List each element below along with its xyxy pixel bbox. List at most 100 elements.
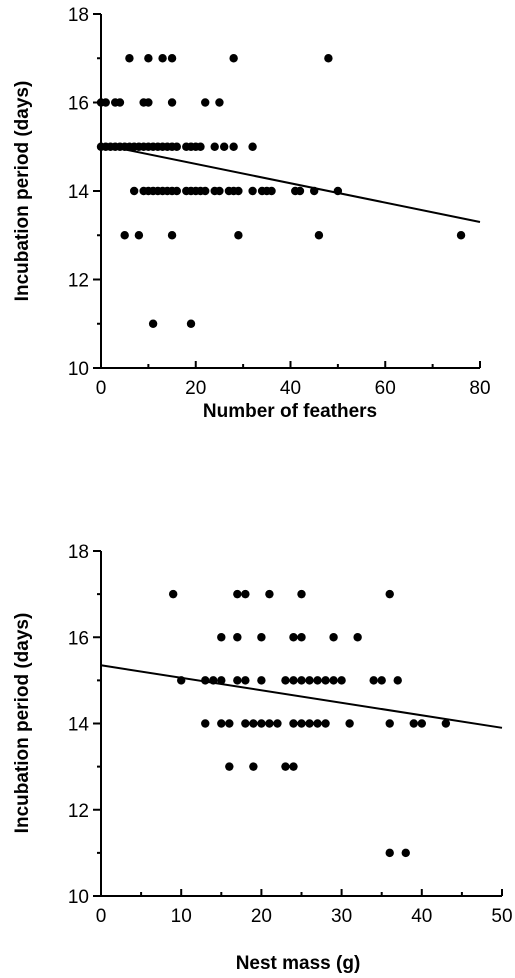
chart-nest-mass-data-point — [233, 633, 242, 642]
chart-feathers-ytick-label: 12 — [68, 271, 89, 292]
chart-feathers-data-point — [309, 186, 319, 196]
chart-nest-mass-data-point — [377, 676, 386, 685]
chart-nest-mass-data-point — [329, 633, 338, 642]
chart-feathers-trendline — [100, 143, 481, 223]
chart-feathers-xtick-label: 60 — [375, 378, 396, 399]
chart-feathers-data-point — [267, 186, 276, 196]
chart-nest-mass-data-point — [273, 719, 282, 728]
chart-feathers-data-point — [167, 54, 177, 63]
chart-feathers-data-point — [167, 231, 177, 240]
chart-feathers-data-point — [115, 98, 125, 107]
chart-nest-mass-ytick-label: 10 — [68, 887, 89, 908]
chart-feathers-data-point — [172, 186, 181, 196]
chart-nest-mass-tick-labels: 0 10 20 30 40 50 10 12 14 16 18 — [68, 542, 513, 927]
chart-nest-mass-points — [168, 589, 451, 858]
chart-nest-mass-ylabel: Incubation period (days) — [12, 613, 33, 834]
chart-nest-mass-data-point — [337, 676, 346, 685]
chart-feathers-data-point — [186, 319, 196, 328]
chart-feathers-data-point — [201, 98, 210, 107]
chart-nest-mass-data-point — [225, 762, 234, 771]
chart-nest-mass-data-point — [281, 762, 290, 771]
chart-nest-mass-ytick-label: 16 — [68, 628, 89, 649]
chart-nest-mass-data-point — [313, 676, 322, 685]
chart-feathers-data-point — [215, 186, 224, 196]
chart-nest-mass-xtick-label: 10 — [171, 906, 192, 927]
chart-feathers-data-point — [148, 319, 158, 328]
chart-feathers-data-point — [314, 231, 324, 240]
chart-feathers-data-point — [210, 142, 219, 151]
chart-feathers-xtick-label: 80 — [469, 378, 490, 399]
chart-nest-mass-trendline — [100, 664, 503, 729]
chart-feathers-ytick-label: 18 — [68, 5, 89, 26]
chart-nest-mass-data-point — [401, 848, 410, 858]
chart-nest-mass-data-point — [217, 676, 226, 685]
chart-feathers-data-point — [144, 54, 153, 63]
chart-nest-mass-data-point — [289, 676, 298, 685]
chart-nest-mass-data-point — [305, 676, 314, 685]
chart-nest-mass-data-point — [289, 719, 298, 728]
chart-feathers-data-point — [158, 54, 167, 63]
chart-nest-mass-data-point — [225, 719, 234, 728]
chart-feathers-data-point — [101, 98, 110, 107]
chart-nest-mass-data-point — [345, 719, 354, 728]
chart-nest-mass-data-point — [217, 633, 226, 642]
chart-nest-mass-xtick-label: 30 — [331, 906, 352, 927]
chart-nest-mass-data-point — [217, 719, 226, 728]
chart-feathers-data-point — [248, 142, 257, 151]
chart-feathers-data-point — [295, 186, 305, 196]
chart-nest-mass-xtick-label: 20 — [251, 906, 272, 927]
chart-nest-mass-data-point — [281, 676, 290, 685]
chart-feathers-data-point — [167, 98, 177, 107]
chart-feathers-data-point — [234, 231, 243, 240]
chart-nest-mass-data-point — [265, 589, 274, 599]
chart-nest-mass: 0 10 20 30 40 50 10 12 14 16 18 Nest mass (g) Incu… — [12, 542, 513, 974]
chart-nest-mass-data-point — [409, 719, 418, 728]
chart-feathers-tick-labels: 0 20 40 60 80 10 12 14 16 18 — [68, 5, 491, 399]
chart-nest-mass-ytick-label: 18 — [68, 542, 89, 563]
chart-feathers-xtick-label: 40 — [280, 378, 301, 399]
chart-nest-mass-data-point — [201, 719, 210, 728]
chart-feathers-data-point — [324, 54, 333, 63]
chart-feathers: 0 20 40 60 80 10 12 14 16 18 Number of feathers I… — [12, 5, 491, 422]
chart-nest-mass-data-point — [241, 589, 250, 599]
chart-nest-mass-data-point — [441, 719, 451, 728]
chart-nest-mass-xtick-label: 40 — [411, 906, 432, 927]
chart-nest-mass-data-point — [353, 633, 362, 642]
chart-nest-mass-data-point — [257, 719, 266, 728]
chart-nest-mass-data-point — [297, 676, 306, 685]
chart-nest-mass-data-point — [168, 589, 178, 599]
chart-nest-mass-data-point — [209, 676, 218, 685]
chart-feathers-xlabel: Number of feathers — [203, 401, 377, 422]
chart-nest-mass-data-point — [297, 589, 306, 599]
chart-feathers-xtick-label: 20 — [185, 378, 206, 399]
chart-nest-mass-data-point — [385, 848, 394, 858]
chart-feathers-data-point — [125, 54, 134, 63]
chart-feathers-data-point — [120, 231, 129, 240]
chart-feathers-data-point — [134, 231, 144, 240]
chart-feathers-points — [96, 54, 466, 328]
chart-nest-mass-data-point — [329, 676, 338, 685]
chart-nest-mass-data-point — [417, 719, 426, 728]
chart-feathers-data-point — [248, 186, 257, 196]
chart-nest-mass-data-point — [241, 676, 250, 685]
chart-nest-mass-xlabel: Nest mass (g) — [236, 953, 361, 974]
chart-nest-mass-data-point — [393, 676, 402, 685]
chart-feathers-data-point — [196, 142, 205, 151]
chart-nest-mass-ytick-label: 12 — [68, 801, 89, 822]
chart-feathers-data-point — [129, 186, 139, 196]
chart-feathers-ytick-label: 14 — [68, 182, 90, 203]
chart-nest-mass-ytick-label: 14 — [68, 715, 90, 736]
chart-feathers-ytick-label: 10 — [68, 359, 89, 380]
chart-nest-mass-data-point — [241, 719, 250, 728]
chart-nest-mass-data-point — [265, 719, 274, 728]
chart-nest-mass-data-point — [297, 633, 306, 642]
chart-nest-mass-xtick-label: 50 — [491, 906, 512, 927]
chart-nest-mass-data-point — [297, 719, 306, 728]
chart-feathers-data-point — [172, 142, 181, 151]
chart-feathers-data-point — [144, 98, 153, 107]
chart-feathers-ylabel: Incubation period (days) — [12, 81, 33, 302]
chart-nest-mass-data-point — [233, 676, 242, 685]
chart-nest-mass-data-point — [257, 633, 266, 642]
chart-feathers-xtick-label: 0 — [96, 378, 107, 399]
